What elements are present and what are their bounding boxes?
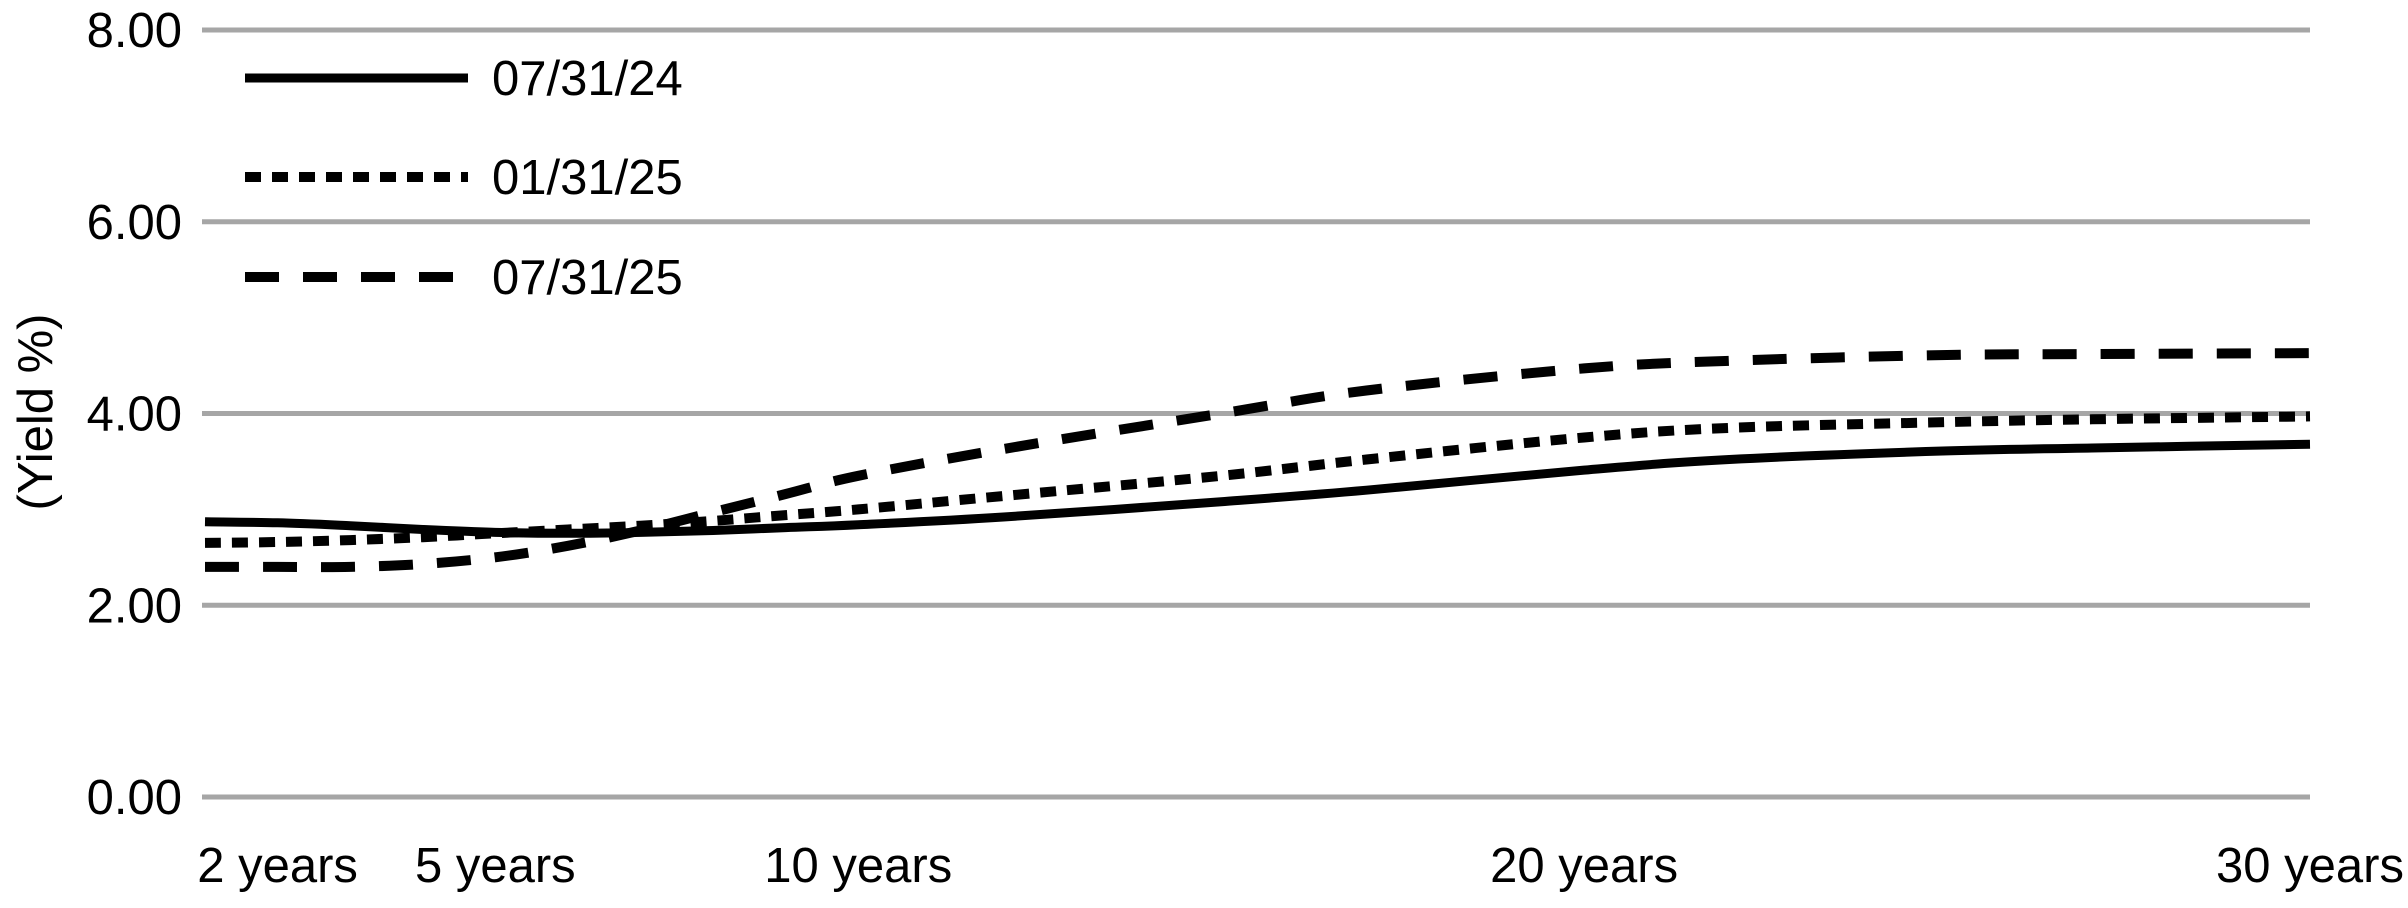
x-tick-label-30-years: 30 years xyxy=(2216,839,2404,893)
legend-label-07-31-25: 07/31/25 xyxy=(492,251,683,305)
legend-item-01-31-25: 01/31/25 xyxy=(245,151,683,205)
x-tick-labels: 2 years 5 years 10 years 20 years 30 years xyxy=(197,839,2404,893)
y-tick-label-4.00: 4.00 xyxy=(87,388,182,442)
series-lines xyxy=(204,348,2311,573)
legend-item-07-31-24: 07/31/24 xyxy=(245,52,683,106)
gridlines xyxy=(202,27,2310,800)
y-tick-label-2.00: 2.00 xyxy=(87,579,182,633)
legend-item-07-31-25: 07/31/25 xyxy=(245,251,683,305)
y-tick-label-0.00: 0.00 xyxy=(87,771,182,825)
x-tick-label-20-years: 20 years xyxy=(1490,839,1678,893)
y-tick-labels: 8.00 6.00 4.00 2.00 0.00 xyxy=(87,4,182,825)
legend-label-07-31-24: 07/31/24 xyxy=(492,52,683,106)
series-line-01-31-25 xyxy=(204,411,2311,548)
y-axis-title: (Yield %) xyxy=(9,314,63,511)
legend-label-01-31-25: 01/31/25 xyxy=(492,151,683,205)
legend: 07/31/24 01/31/25 07/31/25 xyxy=(245,52,683,305)
x-tick-label-10-years: 10 years xyxy=(764,839,952,893)
y-tick-label-6.00: 6.00 xyxy=(87,196,182,250)
x-tick-label-2-years: 2 years xyxy=(197,839,358,893)
series-line-07-31-24 xyxy=(204,439,2311,538)
y-tick-label-8.00: 8.00 xyxy=(87,4,182,58)
x-tick-label-5-years: 5 years xyxy=(415,839,576,893)
series-line-07-31-25 xyxy=(205,348,2311,573)
